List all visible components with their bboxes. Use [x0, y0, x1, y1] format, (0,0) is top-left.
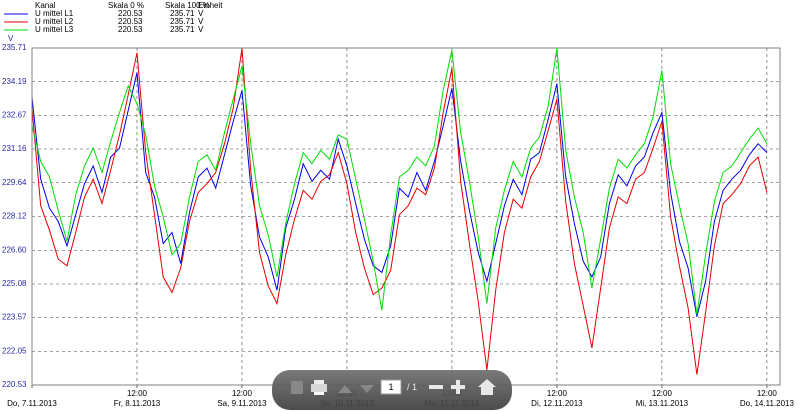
x-tick-time: 12:00 — [127, 389, 148, 398]
x-tick-label: Do, 14.11.2013 — [740, 399, 795, 408]
legend-scale-0: 220.53 — [118, 9, 143, 18]
save-button[interactable] — [291, 381, 303, 394]
series-line — [31, 48, 768, 315]
next-page-button[interactable] — [360, 385, 374, 393]
y-tick-label: 229.64 — [2, 178, 27, 187]
home-button[interactable] — [478, 379, 496, 395]
series-line — [31, 72, 768, 317]
y-tick-label: 225.08 — [2, 279, 27, 288]
x-tick-label: Fr, 8.11.2013 — [114, 399, 161, 408]
legend-header: Kanal — [35, 1, 56, 10]
y-tick-label: 234.19 — [2, 77, 27, 86]
legend-header: Einheit — [198, 1, 223, 10]
legend-scale-0: 220.53 — [118, 17, 143, 26]
y-tick-label: 220.53 — [2, 380, 27, 389]
x-tick-label: Di, 12.11.2013 — [531, 399, 583, 408]
x-tick-label: Do, 7.11.2013 — [7, 399, 57, 408]
y-tick-label: 222.05 — [2, 346, 27, 355]
y-unit: V — [8, 34, 14, 43]
legend-header: Skala 100 % — [165, 1, 210, 10]
legend-scale-0: 220.53 — [118, 25, 143, 34]
x-tick-time: 12:00 — [547, 389, 568, 398]
x-tick-time: 12:00 — [652, 389, 673, 398]
x-tick-time: 12:00 — [757, 389, 778, 398]
y-tick-label: 231.16 — [2, 144, 27, 153]
legend-scale-100: 235.71 — [170, 25, 195, 34]
print-button[interactable] — [311, 380, 327, 395]
zoom-in-button[interactable] — [451, 380, 465, 394]
legend: Kanal Skala 0 % Skala 100 % Einheit U mi… — [4, 1, 223, 34]
x-tick-time: 12:00 — [232, 389, 253, 398]
legend-scale-100: 235.71 — [170, 9, 195, 18]
y-tick-label: 228.12 — [2, 212, 27, 221]
y-tick-label: 232.67 — [2, 111, 27, 120]
y-tick-label: 235.71 — [2, 43, 27, 52]
legend-scale-100: 235.71 — [170, 17, 195, 26]
series-line — [31, 48, 768, 375]
page-count: / 1 — [407, 382, 417, 392]
legend-unit: V — [198, 17, 204, 26]
page-input[interactable] — [380, 379, 402, 395]
legend-name: U mittel L3 — [35, 25, 74, 34]
x-tick-label: Mi, 13.11.2013 — [636, 399, 689, 408]
legend-header: Skala 0 % — [108, 1, 144, 10]
legend-name: U mittel L1 — [35, 9, 74, 18]
y-tick-label: 226.60 — [2, 245, 27, 254]
legend-unit: V — [198, 9, 204, 18]
toolbar: 1 / 1 — [272, 370, 512, 410]
legend-name: U mittel L2 — [35, 17, 74, 26]
page-number: 1 — [388, 382, 393, 392]
y-tick-label: 223.57 — [2, 313, 27, 322]
legend-unit: V — [198, 25, 204, 34]
x-tick-label: Sa, 9.11.2013 — [217, 399, 267, 408]
zoom-out-button[interactable] — [429, 385, 443, 389]
prev-page-button[interactable] — [338, 385, 352, 393]
